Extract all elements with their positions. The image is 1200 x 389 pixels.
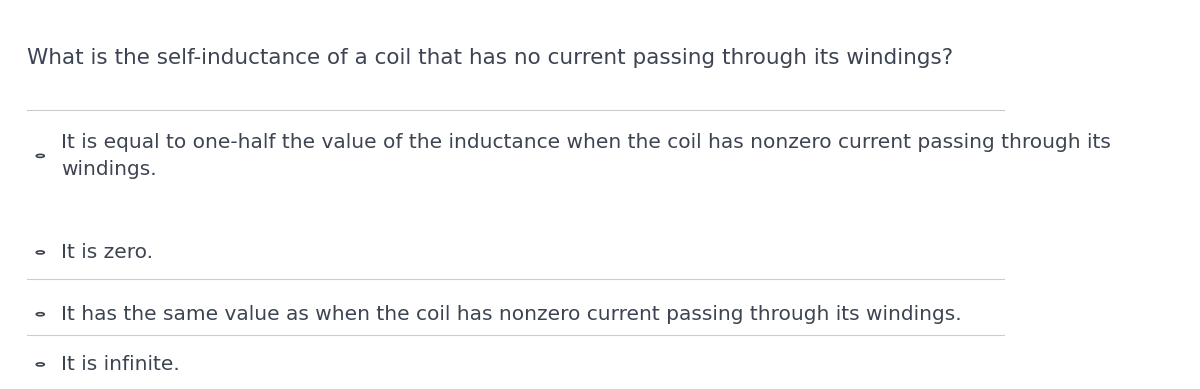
Text: It is zero.: It is zero.: [61, 243, 152, 262]
Text: What is the self-inductance of a coil that has no current passing through its wi: What is the self-inductance of a coil th…: [26, 48, 953, 68]
Text: It is infinite.: It is infinite.: [61, 355, 180, 374]
Text: It has the same value as when the coil has nonzero current passing through its w: It has the same value as when the coil h…: [61, 305, 961, 324]
Text: It is equal to one-half the value of the inductance when the coil has nonzero cu: It is equal to one-half the value of the…: [61, 133, 1111, 179]
